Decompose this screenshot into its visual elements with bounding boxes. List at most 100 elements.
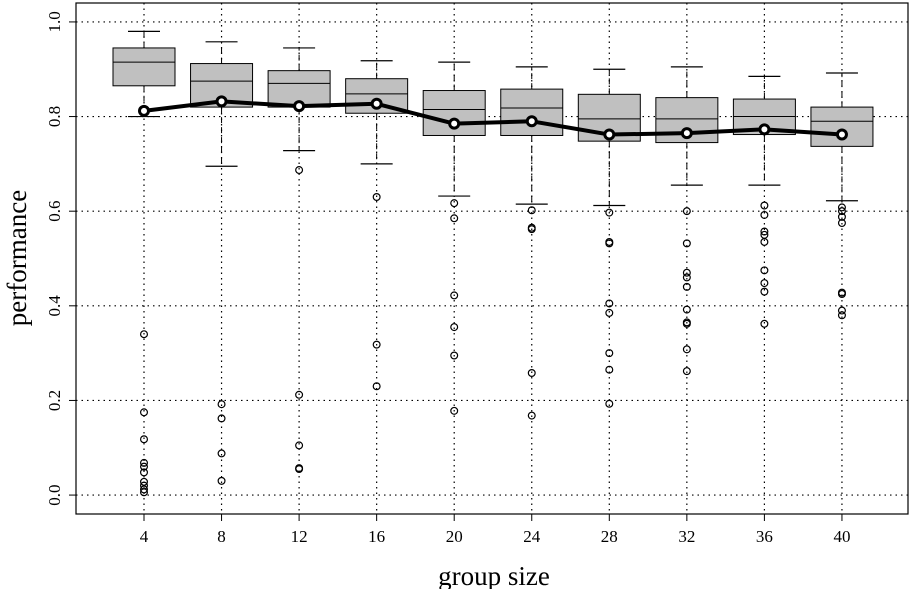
- y-tick-label: 0.8: [45, 106, 64, 127]
- mean-point: [293, 100, 306, 113]
- outlier-point: [605, 208, 614, 217]
- x-tick-label: 4: [140, 527, 149, 546]
- box-group: [345, 60, 409, 165]
- outlier-point: [527, 411, 536, 420]
- outlier-point: [372, 340, 381, 349]
- outlier-point: [140, 408, 149, 417]
- mean-point: [215, 95, 228, 108]
- outlier-layer: [140, 166, 846, 497]
- outlier-point: [527, 225, 536, 234]
- outlier-point: [605, 349, 614, 358]
- outlier-point: [837, 203, 846, 212]
- mean-point: [680, 127, 693, 140]
- outlier-point: [605, 299, 614, 308]
- outlier-point: [217, 449, 226, 458]
- box-group: [112, 30, 176, 118]
- outlier-point: [140, 488, 149, 497]
- y-tick-label: 0.6: [45, 201, 64, 222]
- outlier-point: [837, 311, 846, 320]
- outlier-point: [450, 214, 459, 223]
- outlier-point: [760, 287, 769, 296]
- plot-frame: [75, 2, 909, 515]
- outlier-point: [605, 308, 614, 317]
- outlier-point: [217, 414, 226, 423]
- outlier-point: [837, 219, 846, 228]
- outlier-point: [450, 199, 459, 208]
- x-tick-label: 36: [756, 527, 773, 546]
- mean-point: [138, 104, 150, 117]
- box-group: [500, 66, 564, 205]
- box: [112, 47, 176, 87]
- outlier-point: [682, 239, 691, 248]
- outlier-point: [450, 406, 459, 415]
- box-group: [655, 66, 719, 186]
- mean-point: [603, 128, 616, 141]
- outlier-point: [760, 210, 769, 219]
- x-tick-label: 12: [291, 527, 308, 546]
- y-tick-label: 0.0: [45, 484, 64, 505]
- outlier-point: [837, 289, 846, 298]
- outlier-point: [450, 351, 459, 360]
- outlier-point: [217, 476, 226, 485]
- outlier-point: [527, 369, 536, 378]
- outlier-point: [837, 306, 846, 315]
- outlier-point: [760, 266, 769, 275]
- outlier-point: [295, 390, 304, 399]
- x-tick-label: 16: [368, 527, 385, 546]
- x-tick-label: 20: [446, 527, 463, 546]
- outlier-point: [295, 441, 304, 450]
- outlier-point: [140, 330, 149, 339]
- outlier-point: [605, 239, 614, 248]
- outlier-point: [760, 279, 769, 288]
- outlier-point: [372, 382, 381, 391]
- mean-point: [758, 123, 771, 136]
- outlier-point: [217, 400, 226, 409]
- outlier-point: [760, 319, 769, 328]
- outlier-point: [682, 268, 691, 277]
- outlier-point: [605, 365, 614, 374]
- outlier-point: [682, 319, 691, 328]
- outlier-point: [837, 207, 846, 216]
- box: [500, 88, 564, 136]
- mean-point: [370, 97, 383, 110]
- outlier-point: [140, 468, 149, 477]
- x-axis-label: group size: [438, 561, 550, 589]
- y-tick-label: 1.0: [45, 11, 64, 32]
- mean-line-layer: [138, 95, 848, 141]
- outlier-point: [760, 201, 769, 210]
- mean-point: [525, 115, 538, 128]
- outlier-point: [140, 458, 149, 467]
- outlier-point: [682, 345, 691, 354]
- outlier-point: [527, 206, 536, 215]
- outlier-point: [682, 273, 691, 282]
- outlier-point: [450, 291, 459, 300]
- outlier-point: [372, 192, 381, 201]
- outlier-point: [295, 465, 304, 474]
- x-tick-label: 24: [523, 527, 541, 546]
- x-tick-label: 32: [678, 527, 695, 546]
- outlier-point: [140, 462, 149, 471]
- mean-point: [448, 117, 461, 130]
- outlier-point: [682, 367, 691, 376]
- outlier-point: [140, 477, 149, 486]
- axis-layer: 0.0 0.2 0.4 0.6 0.8 1.0 4 8 12 16 20 24 28 32 36 40: [45, 2, 909, 546]
- outlier-point: [682, 305, 691, 314]
- outlier-point: [295, 166, 304, 175]
- outlier-point: [682, 207, 691, 216]
- outlier-point: [450, 323, 459, 332]
- y-axis-label: performance: [2, 190, 32, 326]
- x-tick-label: 28: [601, 527, 618, 546]
- x-tick-label: 8: [217, 527, 226, 546]
- y-tick-label: 0.2: [45, 390, 64, 411]
- outlier-point: [140, 485, 149, 494]
- outlier-point: [605, 399, 614, 408]
- outlier-point: [682, 282, 691, 291]
- mean-line: [143, 99, 843, 137]
- mean-point: [835, 128, 848, 141]
- outlier-point: [760, 237, 769, 246]
- outlier-point: [760, 227, 769, 236]
- outlier-point: [140, 435, 149, 444]
- x-tick-label: 40: [833, 527, 850, 546]
